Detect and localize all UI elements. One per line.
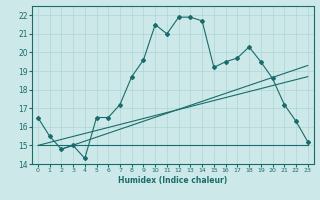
X-axis label: Humidex (Indice chaleur): Humidex (Indice chaleur): [118, 176, 228, 185]
